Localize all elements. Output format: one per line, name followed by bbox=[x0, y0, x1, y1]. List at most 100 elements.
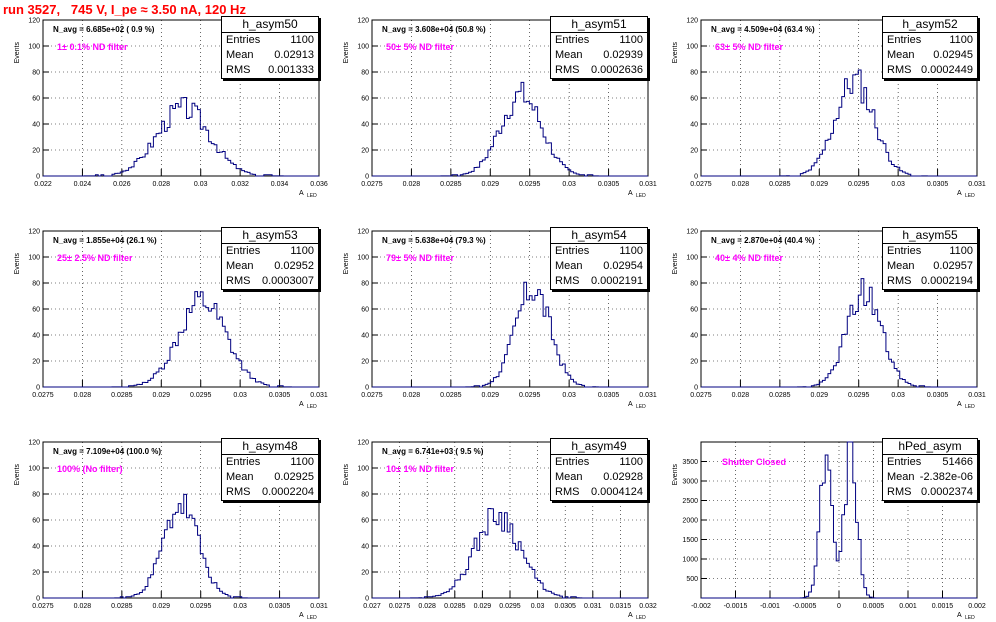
stats-label: Entries bbox=[887, 245, 922, 257]
y-tick-label: 2500 bbox=[682, 498, 698, 505]
stats-row-entries: Entries 1100 bbox=[551, 455, 647, 470]
stats-row-mean: Mean 0.02954 bbox=[551, 259, 647, 274]
y-tick-label: 20 bbox=[361, 570, 369, 577]
x-tick-label: 0.0275 bbox=[361, 392, 383, 399]
x-axis-title: A bbox=[628, 612, 633, 619]
x-tick-label: 0.028 bbox=[403, 392, 421, 399]
stats-value: 1100 bbox=[290, 456, 314, 468]
y-tick-label: 120 bbox=[686, 229, 698, 236]
stats-value: 1100 bbox=[949, 34, 973, 46]
x-tick-label: 0.0295 bbox=[519, 392, 541, 399]
y-tick-label: 2000 bbox=[682, 518, 698, 525]
stats-row-mean: Mean 0.02928 bbox=[551, 470, 647, 485]
x-tick-label: 0.029 bbox=[482, 181, 500, 188]
y-tick-label: 40 bbox=[361, 544, 369, 551]
y-tick-label: 500 bbox=[686, 576, 698, 583]
y-tick-label: 120 bbox=[686, 18, 698, 25]
x-tick-label: 0.034 bbox=[271, 181, 289, 188]
stats-row-mean: Mean -2.382e-06 bbox=[883, 470, 977, 485]
stats-label: Entries bbox=[555, 245, 590, 257]
y-axis-title: Events bbox=[343, 253, 350, 275]
y-tick-label: 60 bbox=[32, 518, 40, 525]
stats-row-entries: Entries 1100 bbox=[883, 33, 977, 48]
x-tick-label: 0.028 bbox=[153, 181, 171, 188]
stats-box: hPed_asym Entries 51466 Mean -2.382e-06 RMS 0.… bbox=[882, 438, 978, 501]
y-tick-label: 1500 bbox=[682, 537, 698, 544]
stats-row-mean: Mean 0.02925 bbox=[222, 470, 318, 485]
x-tick-label: 0.0275 bbox=[690, 392, 712, 399]
histogram-name: h_asym49 bbox=[551, 439, 647, 455]
x-tick-label: 0.03 bbox=[194, 181, 208, 188]
stats-value: 0.02957 bbox=[933, 260, 973, 272]
y-tick-label: 80 bbox=[361, 281, 369, 288]
x-tick-label: 0.0305 bbox=[269, 603, 291, 610]
y-tick-label: 0 bbox=[36, 385, 40, 392]
stats-label: RMS bbox=[226, 486, 251, 498]
histogram-series bbox=[43, 291, 319, 388]
x-tick-label: 0.0275 bbox=[32, 603, 54, 610]
stats-label: Mean bbox=[555, 471, 583, 483]
histogram-name: h_asym52 bbox=[883, 17, 977, 33]
stats-value: 0.02939 bbox=[603, 49, 643, 61]
x-tick-label: 0.0285 bbox=[440, 181, 462, 188]
filter-label: 25± 2.5% ND filter bbox=[57, 253, 133, 263]
y-tick-label: 80 bbox=[32, 492, 40, 499]
x-tick-label: 0.002 bbox=[968, 603, 986, 610]
x-tick-label: -0.001 bbox=[760, 603, 780, 610]
stats-value: 1100 bbox=[619, 34, 643, 46]
y-axis-title: Events bbox=[14, 42, 21, 64]
x-tick-label: 0.0305 bbox=[927, 181, 949, 188]
stats-value: 1100 bbox=[619, 456, 643, 468]
histogram-series bbox=[701, 441, 977, 599]
x-tick-label: -0.0005 bbox=[793, 603, 817, 610]
stats-value: 0.0002449 bbox=[921, 64, 973, 76]
y-tick-label: 100 bbox=[28, 466, 40, 473]
x-tick-label: 0.029 bbox=[153, 392, 171, 399]
stats-row-mean: Mean 0.02939 bbox=[551, 48, 647, 63]
stats-label: RMS bbox=[226, 275, 251, 287]
y-tick-label: 3500 bbox=[682, 459, 698, 466]
y-tick-label: 40 bbox=[32, 122, 40, 129]
stats-value: 0.02945 bbox=[933, 49, 973, 61]
x-tick-label: 0.0305 bbox=[598, 181, 620, 188]
y-tick-label: 40 bbox=[361, 122, 369, 129]
x-tick-label: 0.031 bbox=[639, 181, 657, 188]
stats-label: Mean bbox=[555, 49, 583, 61]
filter-label: 1± 0.1% ND filter bbox=[57, 42, 128, 52]
x-tick-label: 0.0015 bbox=[932, 603, 954, 610]
x-axis-title: A bbox=[299, 401, 304, 408]
stats-row-mean: Mean 0.02952 bbox=[222, 259, 318, 274]
stats-row-entries: Entries 1100 bbox=[551, 33, 647, 48]
y-tick-label: 60 bbox=[361, 96, 369, 103]
stats-label: Mean bbox=[226, 260, 254, 272]
histogram-series bbox=[43, 493, 319, 599]
x-tick-label: -0.0015 bbox=[724, 603, 748, 610]
filter-label: 79± 5% ND filter bbox=[386, 253, 454, 263]
x-tick-label: 0.0285 bbox=[444, 603, 466, 610]
navg-label: N_avg = 3.608e+04 (50.8 %) bbox=[382, 25, 486, 34]
histogram-name: h_asym55 bbox=[883, 228, 977, 244]
stats-box: h_asym52 Entries 1100 Mean 0.02945 RMS 0.00024… bbox=[882, 16, 978, 79]
y-tick-label: 40 bbox=[361, 333, 369, 340]
y-tick-label: 0 bbox=[694, 385, 698, 392]
x-tick-label: 0.03 bbox=[531, 603, 545, 610]
x-tick-label: 0.0295 bbox=[190, 603, 212, 610]
stats-value: 0.0002194 bbox=[921, 275, 973, 287]
navg-label: N_avg = 1.855e+04 (26.1 %) bbox=[53, 236, 157, 245]
stats-label: RMS bbox=[555, 64, 580, 76]
x-tick-label: 0.0305 bbox=[554, 603, 576, 610]
x-tick-label: 0.001 bbox=[899, 603, 917, 610]
stats-row-mean: Mean 0.02913 bbox=[222, 48, 318, 63]
filter-label: 10± 1% ND filter bbox=[386, 464, 454, 474]
stats-label: RMS bbox=[887, 275, 912, 287]
histogram-name: h_asym48 bbox=[222, 439, 318, 455]
x-tick-label: 0.0315 bbox=[610, 603, 632, 610]
x-tick-label: 0.0305 bbox=[269, 392, 291, 399]
y-axis-title: Events bbox=[672, 253, 679, 275]
stats-label: RMS bbox=[555, 486, 580, 498]
x-axis-title: A bbox=[957, 401, 962, 408]
y-axis-title: Events bbox=[14, 464, 21, 486]
x-axis-subscript: LED bbox=[307, 404, 317, 410]
stats-value: 0.02913 bbox=[274, 49, 314, 61]
